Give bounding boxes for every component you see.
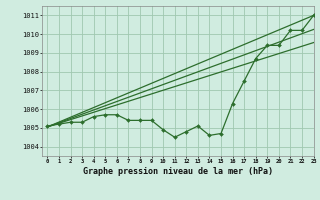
X-axis label: Graphe pression niveau de la mer (hPa): Graphe pression niveau de la mer (hPa) bbox=[83, 167, 273, 176]
